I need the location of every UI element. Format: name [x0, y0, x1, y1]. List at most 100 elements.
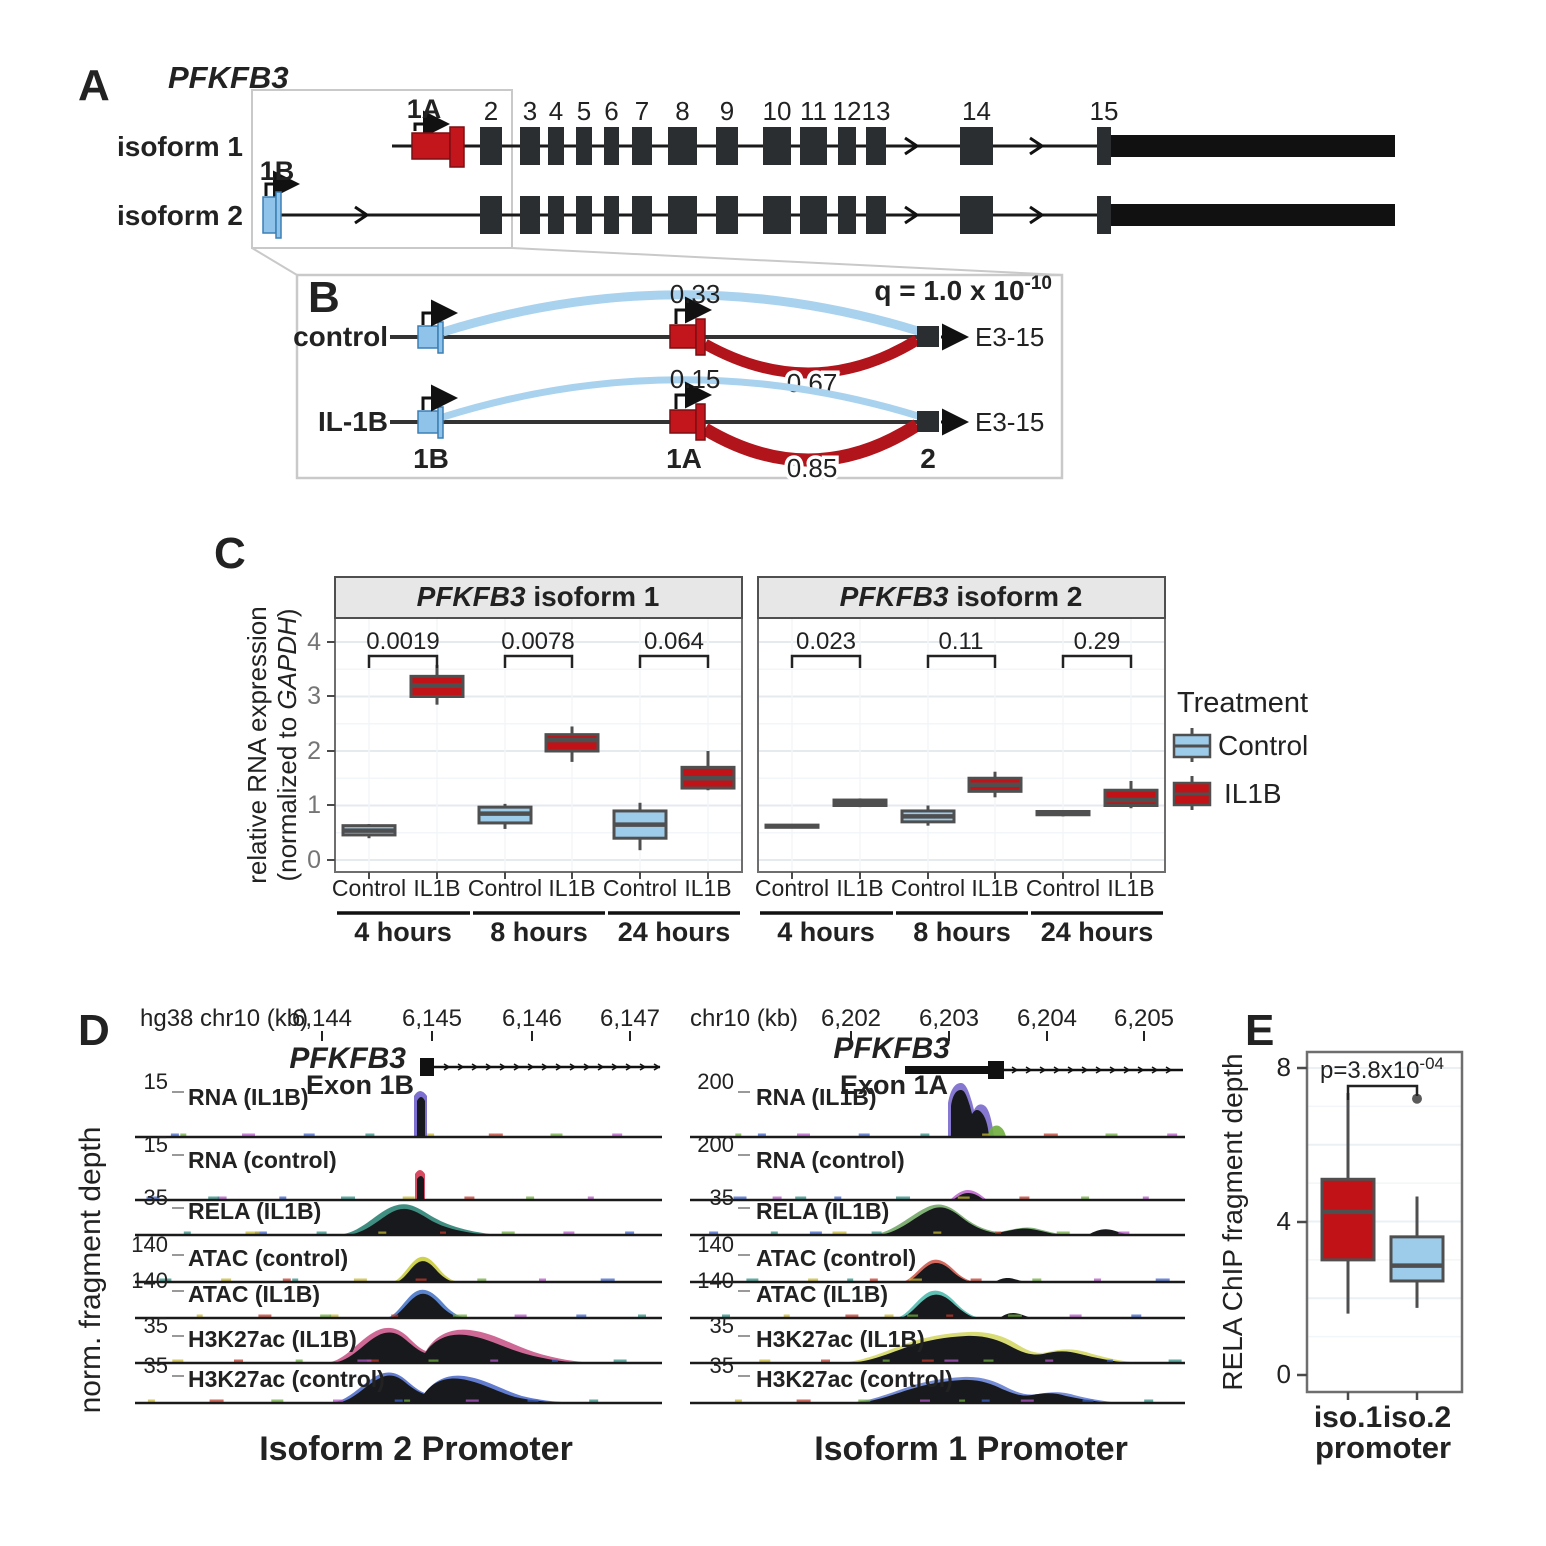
svg-text:IL1B: IL1B: [836, 875, 883, 901]
baseline-noise: [1007, 1314, 1022, 1318]
c-ylabel-line1: relative RNA expression: [242, 606, 272, 883]
panel-b-letter: B: [308, 273, 340, 322]
coverage-peak: [850, 1335, 1128, 1363]
track-name: H3K27ac (control): [188, 1366, 385, 1392]
exon-1b-box: [417, 325, 439, 349]
exon-2-box: [917, 411, 939, 432]
baseline-noise: [172, 1359, 184, 1363]
baseline-noise: [196, 1314, 203, 1318]
baseline-noise: [970, 1278, 982, 1282]
baseline-noise: [208, 1196, 220, 1200]
ratio-red-il1b: 0.85: [787, 453, 838, 483]
pvalue: 0.11: [939, 628, 984, 655]
track-scale: 15: [144, 1069, 168, 1094]
exon-box: [576, 127, 592, 165]
track-rela-il1b-left: [338, 1204, 498, 1235]
baseline-noise: [316, 1231, 327, 1235]
baseline-noise: [808, 1278, 819, 1282]
tss-arrow-1b: [264, 170, 300, 198]
baseline-noise: [477, 1278, 487, 1282]
bottom-label-1b: 1B: [413, 443, 449, 474]
baseline-noise: [465, 1399, 479, 1403]
svg-text:Control: Control: [468, 875, 542, 901]
pvalue: 0.064: [644, 628, 704, 655]
exon-1a-track-label: Exon 1A: [840, 1070, 948, 1100]
gene-direction-ticks: [443, 1063, 661, 1071]
baseline-noise: [183, 1231, 191, 1235]
baseline-noise: [490, 1359, 499, 1363]
baseline-noise: [488, 1133, 503, 1137]
panel-d-letter: D: [78, 1006, 110, 1055]
svg-text:hg38 chr10 (kb): hg38 chr10 (kb): [140, 1005, 308, 1032]
exon-1a-label: 1A: [407, 94, 442, 124]
track-name: RNA (control): [756, 1147, 905, 1173]
track-atac-il1b-right: [896, 1290, 1034, 1318]
direction-tick-icon: [1039, 1066, 1047, 1074]
baseline-noise: [959, 1399, 966, 1403]
exon-box: [838, 127, 856, 165]
facet1-bg: [335, 618, 742, 872]
baseline-noise: [526, 1196, 535, 1200]
baseline-noise: [209, 1399, 224, 1403]
baseline-noise: [871, 1231, 882, 1235]
baseline-noise: [221, 1278, 232, 1282]
baseline-noise: [1032, 1278, 1042, 1282]
tss-arrow-1a: [413, 110, 450, 138]
baseline-noise: [908, 1278, 922, 1282]
baseline-noise: [1082, 1399, 1094, 1403]
svg-text:4 hours: 4 hours: [354, 917, 452, 947]
svg-text:Control: Control: [332, 875, 406, 901]
baseline-noise: [834, 1196, 842, 1200]
baseline-noise: [514, 1314, 527, 1318]
svg-text:IL1B: IL1B: [1107, 875, 1154, 901]
svg-text:8: 8: [1277, 1052, 1291, 1082]
exon-number: 11: [800, 96, 827, 126]
svg-text:Control: Control: [1026, 875, 1100, 901]
baseline-noise: [550, 1133, 563, 1137]
exon-number: 4: [549, 96, 563, 126]
coverage-peak: [332, 1332, 584, 1363]
baseline-noise: [217, 1196, 227, 1200]
isoform2-3utr-bar: [1111, 204, 1395, 226]
exon-box: [668, 196, 697, 234]
direction-tick-icon: [1165, 1066, 1173, 1074]
baseline-noise: [404, 1399, 411, 1403]
pvalue: 0.023: [796, 628, 856, 655]
exon-box: [716, 127, 738, 165]
bottom-label-1a: 1A: [666, 443, 702, 474]
facet1-title: PFKFB3 isoform 1: [417, 581, 660, 612]
right-ruler: chr10 (kb) 6,202 6,203 6,204 6,205: [690, 1005, 1174, 1041]
baseline-noise: [527, 1399, 539, 1403]
track-scale: 140: [131, 1232, 168, 1257]
exon-1a-utr: [411, 132, 451, 160]
baseline-noise: [625, 1231, 635, 1235]
right-gene-model: PFKFB3 Exon 1A: [833, 1032, 1183, 1100]
baseline-noise: [589, 1399, 599, 1403]
splice-arc-red-control: [702, 335, 920, 379]
exon-number: 9: [720, 96, 734, 126]
baseline-noise: [722, 1314, 730, 1318]
svg-text:0: 0: [1277, 1359, 1291, 1389]
direction-tick-icon: [1109, 1066, 1117, 1074]
coverage-peak: [417, 1097, 425, 1137]
e-boxes: [1320, 1092, 1445, 1314]
direction-tick-icon: [527, 1063, 535, 1071]
left-gene-model: PFKFB3 Exon 1B: [289, 1042, 661, 1100]
baseline-noise: [795, 1196, 807, 1200]
svg-text:8 hours: 8 hours: [490, 917, 588, 947]
exon-1a-sliver: [695, 318, 706, 356]
track-name: RNA (IL1B): [756, 1084, 877, 1110]
baseline-noise: [357, 1359, 372, 1363]
exon-box: [800, 127, 827, 165]
exon-1a-box: [669, 409, 697, 434]
svg-text:24 hours: 24 hours: [1041, 917, 1154, 947]
baseline-noise: [981, 1399, 990, 1403]
baseline-noise: [1118, 1231, 1130, 1235]
track-h3k27ac-il1b-right: [842, 1331, 1138, 1363]
direction-tick-icon: [1067, 1066, 1075, 1074]
legend-il1b-label: IL1B: [1224, 778, 1282, 809]
baseline-noise: [254, 1231, 267, 1235]
exon-box: [866, 127, 886, 165]
track-name: RNA (control): [188, 1147, 337, 1173]
